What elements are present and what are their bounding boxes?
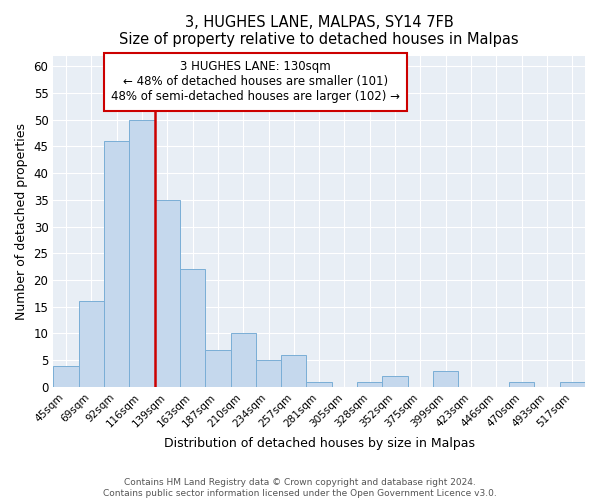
Bar (53, 366, 79, 387)
Title: 3, HUGHES LANE, MALPAS, SY14 7FB
Size of property relative to detached houses in: 3, HUGHES LANE, MALPAS, SY14 7FB Size of… (119, 15, 519, 48)
Bar (129, 120, 155, 387)
Bar (155, 200, 180, 387)
Bar (230, 334, 256, 387)
Bar (307, 382, 332, 387)
Bar (382, 376, 408, 387)
Bar (180, 270, 205, 387)
Text: Contains HM Land Registry data © Crown copyright and database right 2024.
Contai: Contains HM Land Registry data © Crown c… (103, 478, 497, 498)
Bar (104, 141, 129, 387)
Bar (281, 355, 307, 387)
Bar (509, 382, 535, 387)
Y-axis label: Number of detached properties: Number of detached properties (15, 122, 28, 320)
Bar (433, 371, 458, 387)
X-axis label: Distribution of detached houses by size in Malpas: Distribution of detached houses by size … (164, 437, 475, 450)
Text: 3 HUGHES LANE: 130sqm
← 48% of detached houses are smaller (101)
48% of semi-det: 3 HUGHES LANE: 130sqm ← 48% of detached … (111, 60, 400, 104)
Bar (79, 302, 104, 387)
Bar (256, 360, 281, 387)
Bar (560, 382, 585, 387)
Bar (357, 382, 382, 387)
Bar (205, 350, 230, 387)
